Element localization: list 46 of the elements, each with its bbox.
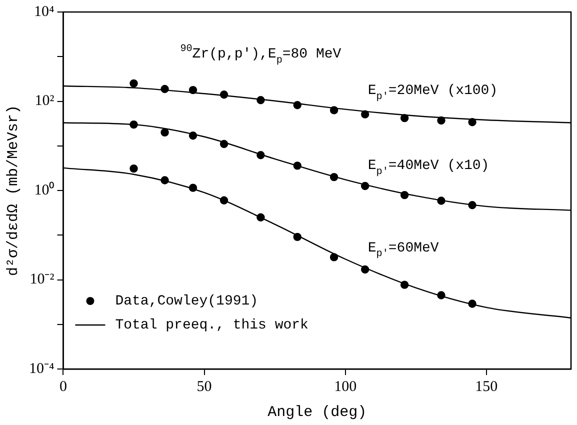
point	[160, 84, 169, 94]
point	[188, 131, 198, 140]
y-tick-label: 10⁻⁴	[28, 360, 54, 377]
point	[220, 90, 228, 99]
point	[160, 176, 169, 184]
point	[400, 280, 409, 289]
point	[437, 291, 446, 300]
point	[437, 196, 446, 205]
point	[188, 86, 198, 94]
y-tick-label: 10²	[34, 93, 55, 110]
x-tick-label: 150	[475, 378, 498, 395]
point	[400, 114, 409, 122]
x-axis-title: Angle (deg)	[268, 404, 367, 421]
point	[468, 118, 476, 126]
point	[360, 182, 370, 190]
point	[400, 190, 409, 200]
point	[293, 232, 302, 242]
point	[256, 151, 265, 160]
x-tick-label: 50	[196, 378, 212, 395]
point	[220, 140, 228, 148]
point	[130, 79, 138, 88]
point	[437, 116, 446, 125]
point	[360, 110, 370, 118]
point	[160, 128, 169, 137]
point	[188, 184, 198, 192]
x-tick-label: 100	[334, 378, 357, 395]
point	[256, 213, 265, 222]
y-tick-label: 10⁻²	[30, 272, 55, 288]
x-tick-label: 0	[59, 378, 67, 395]
point	[293, 100, 302, 110]
y-tick-label: 10⁰	[34, 181, 54, 198]
point	[130, 164, 138, 173]
point	[330, 172, 338, 182]
point	[468, 201, 476, 210]
point	[330, 106, 338, 114]
point	[256, 96, 265, 104]
point	[220, 196, 228, 204]
point	[468, 300, 476, 308]
point	[360, 265, 370, 274]
point	[293, 162, 302, 170]
point	[330, 253, 338, 262]
y-axis-title: d²σ/dεdΩ (mb/MeVsr)	[4, 104, 22, 276]
point	[130, 120, 138, 129]
legend-label: Total preeq., this work	[115, 318, 308, 334]
y-tick-label: 10⁴	[34, 4, 54, 20]
legend-label: Data,Cowley(1991)	[115, 294, 258, 310]
